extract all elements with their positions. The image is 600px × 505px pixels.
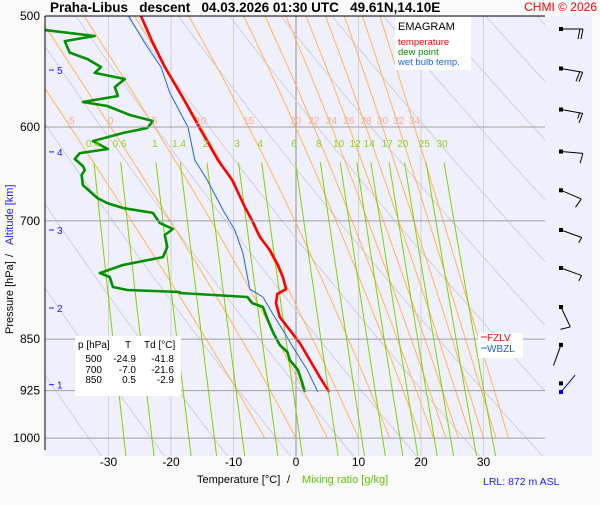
mixing-ratio-label: 4 — [257, 139, 263, 150]
moist-adiabat-label: 28 — [360, 116, 372, 127]
chart-title: Praha-Libus descent 04.03.2026 01:30 UTC… — [50, 0, 440, 15]
copyright: CHMI © 2026 — [524, 0, 597, 14]
mixing-ratio-label: 3 — [234, 139, 240, 150]
moist-adiabat-label: 26 — [343, 116, 355, 127]
y-tick-label: 700 — [20, 214, 40, 228]
x-axis-title-separator: / — [287, 474, 291, 486]
y-tick-label: 600 — [20, 120, 40, 134]
x-tick-label: -30 — [100, 455, 118, 469]
mixing-ratio-label: 12 — [350, 139, 362, 150]
altitude-tick-label: 4 — [57, 148, 63, 159]
table-header-t: T — [125, 340, 131, 351]
table-cell: -2.9 — [157, 375, 175, 386]
x-tick-label: 0 — [293, 455, 300, 469]
x-tick-label: -10 — [225, 455, 243, 469]
mixing-ratio-label: 2 — [203, 139, 209, 150]
mixing-ratio-label: 0.6 — [113, 139, 127, 150]
table-header-p: p [hPa] — [78, 340, 110, 351]
y-tick-label: 500 — [20, 9, 40, 23]
lrl-label: LRL: 872 m ASL — [483, 476, 560, 488]
mixing-ratio-label: 14 — [364, 139, 376, 150]
moist-adiabat-label: 10 — [195, 116, 207, 127]
wind-barb-station — [559, 381, 563, 385]
x-axis-title-mixing: Mixing ratio [g/kg] — [302, 474, 388, 486]
altitude-tick-label: 2 — [57, 304, 63, 315]
table-header-td: Td [°C] — [144, 340, 175, 351]
y-axis-title: Pressure [hPa] — [4, 261, 16, 334]
mixing-ratio-label: 1 — [152, 139, 158, 150]
moist-adiabat-label: 20 — [290, 116, 302, 127]
y-tick-label: 925 — [20, 384, 40, 398]
wbzl-label: WBZL — [487, 344, 515, 355]
mixing-ratio-label: 25 — [419, 139, 431, 150]
table-cell: 0.5 — [122, 375, 136, 386]
moist-adiabat-label: 32 — [393, 116, 405, 127]
y-tick-label: 1000 — [13, 431, 40, 445]
legend-wet-bulb: wet bulb temp. — [397, 57, 460, 68]
altitude-tick-label: 3 — [57, 226, 63, 237]
y-axis-title-separator: / — [4, 253, 16, 257]
altitude-tick-label: 1 — [57, 381, 63, 392]
x-axis-title: Temperature [°C] — [197, 474, 280, 486]
mixing-ratio-label: 0.4 — [86, 139, 100, 150]
moist-adiabat-label: 30 — [377, 116, 389, 127]
fzlv-label: FZLV — [487, 333, 511, 344]
x-tick-label: -20 — [162, 455, 180, 469]
moist-adiabat-label: 0 — [108, 116, 114, 127]
table-cell: 500 — [85, 354, 102, 365]
altitude-tick-label: 5 — [57, 66, 63, 77]
x-tick-label: 10 — [352, 455, 366, 469]
moist-adiabat-label: -5 — [66, 116, 75, 127]
moist-adiabat-label: 5 — [152, 116, 158, 127]
moist-adiabat-label: 15 — [243, 116, 255, 127]
mixing-ratio-label: 20 — [397, 139, 409, 150]
mixing-ratio-label: 10 — [333, 139, 345, 150]
moist-adiabat-label: 34 — [409, 116, 421, 127]
x-tick-label: 20 — [414, 455, 428, 469]
moist-adiabat-label: 24 — [326, 116, 338, 127]
x-tick-label: 30 — [477, 455, 491, 469]
mixing-ratio-label: 17 — [382, 139, 394, 150]
legend-title: EMAGRAM — [398, 21, 455, 33]
table-cell: 850 — [85, 375, 102, 386]
mixing-ratio-label: 30 — [437, 139, 449, 150]
mixing-ratio-label: 1.4 — [172, 139, 186, 150]
mixing-ratio-label: 8 — [316, 139, 322, 150]
moist-adiabat-label: 22 — [308, 116, 320, 127]
y-tick-label: 850 — [20, 332, 40, 346]
table-cell: -24.9 — [113, 354, 136, 365]
table-cell: -41.8 — [151, 354, 174, 365]
y-axis-title-altitude: Altitude [km] — [4, 184, 16, 245]
levels-table: p [hPa] T Td [°C] 500 -24.9 -41.8 700 -7… — [78, 340, 175, 386]
mixing-ratio-label: 6 — [291, 139, 297, 150]
